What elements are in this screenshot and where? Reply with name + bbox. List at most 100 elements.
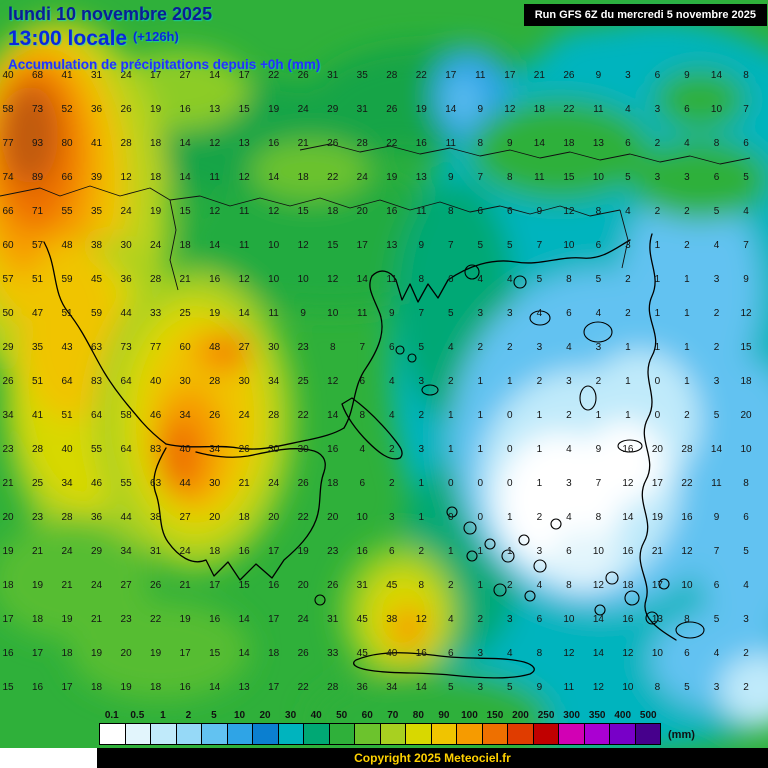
grid-value: 4 [595,308,602,319]
legend-tick: 10 [233,710,246,721]
grid-value: 27 [179,70,191,81]
grid-value: 6 [625,138,631,149]
grid-value: 1 [418,478,425,489]
grid-value: 28 [209,376,221,387]
grid-value: 73 [31,104,44,115]
grid-value: 2 [418,546,425,557]
grid-value: 22 [681,478,693,489]
grid-value: 4 [566,342,572,353]
grid-value: 10 [268,240,280,251]
grid-value: 21 [2,478,14,489]
grid-value: 12 [268,206,280,217]
grid-value: 19 [150,206,162,217]
legend-tick: 500 [639,710,657,721]
grid-value: 9 [507,138,513,149]
grid-value: 17 [179,648,191,659]
grid-value: 22 [415,70,427,81]
grid-value: 18 [533,104,545,115]
grid-value: 4 [507,274,513,285]
grid-value: 21 [651,546,663,557]
grid-value: 35 [356,70,368,81]
grid-value: 12 [622,478,634,489]
grid-value: 4 [536,580,543,591]
grid-value: 8 [743,70,749,81]
grid-value: 12 [209,206,221,217]
grid-value: 57 [31,240,44,251]
grid-value: 16 [681,512,693,523]
grid-value: 26 [327,138,339,149]
grid-value: 18 [90,682,103,693]
grid-value: 34 [61,478,73,489]
legend-tick: 80 [412,710,424,721]
grid-value: 1 [625,376,631,387]
grid-value: 16 [415,138,427,149]
grid-value: 15 [179,206,191,217]
grid-value: 1 [477,444,484,455]
grid-value: 3 [654,172,661,183]
legend-swatch [559,724,585,744]
grid-value: 2 [536,512,543,523]
grid-value: 17 [150,70,162,81]
grid-value: 16 [622,614,634,625]
grid-value: 0 [477,478,484,489]
grid-value: 13 [238,138,250,149]
grid-value: 11 [386,274,397,285]
grid-value: 36 [90,512,103,523]
grid-value: 31 [356,104,368,115]
grid-value: 5 [743,546,749,557]
grid-value: 4 [388,410,395,421]
grid-value: 14 [710,444,723,455]
grid-value: 80 [61,138,73,149]
grid-value: 4 [625,104,631,115]
grid-value: 45 [90,274,103,285]
grid-value: 63 [90,342,103,353]
grid-value: 0 [477,512,484,523]
grid-value: 0 [448,512,454,523]
map-subtitle: Accumulation de précipitations depuis +0… [8,57,321,72]
grid-value: 12 [238,172,250,183]
legend-tick: 300 [563,710,580,721]
grid-value: 83 [150,444,162,455]
grid-value: 19 [2,546,14,557]
legend-swatch [457,724,483,744]
grid-value: 22 [150,614,162,625]
grid-value: 25 [297,376,309,387]
grid-value: 4 [566,512,572,523]
grid-value: 8 [329,342,336,353]
grid-value: 66 [61,172,73,183]
grid-value: 66 [2,206,14,217]
grid-value: 1 [625,342,631,353]
grid-value: 1 [448,444,454,455]
grid-value: 31 [90,70,103,81]
grid-value: 3 [625,70,631,81]
grid-value: 13 [209,104,221,115]
grid-value: 10 [563,614,575,625]
grid-value: 31 [327,614,339,625]
grid-value: 3 [507,308,513,319]
grid-value: 18 [327,206,339,217]
grid-value: 6 [566,308,572,319]
grid-value: 2 [713,342,720,353]
grid-value: 36 [356,682,368,693]
grid-value: 36 [90,104,103,115]
grid-value: 6 [507,206,513,217]
grid-value: 1 [684,274,690,285]
grid-value: 1 [448,410,454,421]
grid-value: 21 [297,138,309,149]
grid-value: 27 [120,580,132,591]
grid-value: 17 [445,70,457,81]
grid-value: 17 [504,70,516,81]
grid-value: 1 [477,376,484,387]
grid-value: 1 [654,342,661,353]
legend-tick: 350 [588,710,606,721]
grid-value: 14 [327,410,339,421]
grid-value: 38 [90,240,103,251]
grid-value: 3 [743,614,749,625]
grid-value: 10 [681,580,693,591]
grid-value: 17 [61,682,73,693]
legend-tick: 400 [614,710,632,721]
grid-value: 1 [448,546,454,557]
legend-swatch [355,724,381,744]
grid-value: 55 [120,478,132,489]
